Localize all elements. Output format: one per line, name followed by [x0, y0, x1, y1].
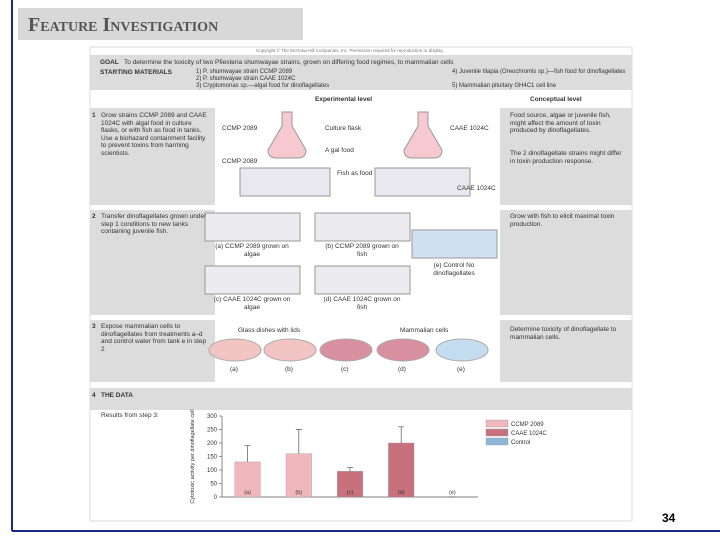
x-tick-label: (c)	[347, 490, 354, 496]
diagram-label: CCMP 2089	[222, 125, 258, 132]
tank	[204, 212, 301, 242]
legend-label: CCMP 2089	[511, 422, 544, 428]
tank	[374, 167, 471, 197]
step-band	[500, 108, 632, 205]
header-box	[18, 8, 303, 40]
step-text: THE DATA	[101, 392, 133, 399]
material-item: 3) Cryptomonas sp.—algal food for dinofl…	[196, 83, 330, 89]
diagram-label: CAAE 1024C	[450, 125, 489, 132]
step-band	[90, 210, 215, 315]
bar	[388, 442, 415, 498]
error-bar	[244, 445, 251, 462]
results-label: Results from step 3:	[101, 412, 159, 419]
diagram-label: (a)	[230, 366, 238, 373]
material-item: 5) Mammalian pituitary GH4C1 cell line	[452, 83, 557, 89]
data-band	[90, 388, 632, 410]
dish	[319, 338, 373, 362]
x-tick-label: (d)	[398, 490, 405, 496]
y-tick-label: 250	[207, 428, 218, 434]
x-tick-label: (e)	[449, 490, 456, 496]
step-text: Grow strains CCMP 2089 and CAAE 1024C wi…	[101, 112, 207, 157]
flask	[267, 111, 307, 159]
step-number: 1	[92, 112, 96, 119]
step-band	[500, 210, 632, 315]
copyright: Copyright © The McGraw-Hill Companies, I…	[256, 48, 444, 53]
bar	[337, 471, 364, 498]
y-tick-label: 50	[210, 482, 217, 488]
x-tick-label: (b)	[295, 490, 302, 496]
concept-text: Grow with fish to elicit maximal toxin p…	[510, 213, 615, 228]
step-band	[90, 320, 215, 382]
material-item: 4) Juvenile tilapia (Oreochromis sp.)—fi…	[452, 69, 626, 75]
dish	[376, 338, 430, 362]
diagram-label: (b)	[285, 366, 293, 373]
concept-text: The 2 dinoflagellate strains might diffe…	[510, 150, 622, 165]
step-text: Transfer dinoflagellates grown under ste…	[101, 213, 207, 235]
tank	[239, 167, 331, 197]
diagram-label: Fish as food	[337, 170, 373, 177]
tank	[314, 212, 411, 242]
diagram-label: (c) CAAE 1024C grown on algae	[213, 296, 291, 311]
goal-band	[90, 55, 632, 90]
bar	[234, 461, 261, 498]
y-tick-label: 150	[207, 455, 218, 461]
dish	[435, 338, 489, 362]
error-bar	[347, 466, 353, 472]
diagram-label: (e) Control No dinoflagellates	[433, 262, 475, 277]
legend-swatch	[485, 419, 509, 428]
diagram-label: (b) CCMP 2089 grown on fish	[325, 243, 399, 258]
tank	[411, 229, 498, 259]
x-tick-label: (a)	[244, 490, 251, 496]
error-bar	[295, 429, 302, 454]
error-bar	[398, 426, 405, 443]
diagram-label: (d)	[398, 366, 406, 373]
concept-text: Determine toxicity of dinoflagellate to …	[510, 326, 617, 341]
dish	[263, 338, 317, 362]
diagram-label: Culture flask	[325, 125, 362, 132]
diagram-label: (d) CAAE 1024C grown on fish	[323, 296, 401, 311]
diagram-label: A gal food	[325, 147, 354, 154]
legend-label: Control	[511, 440, 530, 446]
step-number: 4	[92, 392, 96, 399]
dish	[208, 338, 262, 362]
y-axis-label: Cytotoxic activity per dinoflagellate ce…	[190, 409, 196, 503]
step-band	[90, 108, 215, 205]
goal-text: To determine the toxicity of two Pfieste…	[124, 59, 454, 66]
diagram-label: (c)	[341, 366, 349, 373]
y-tick-label: 200	[207, 441, 218, 447]
step-band	[500, 320, 632, 382]
diagram-label: Mammalian cells	[400, 327, 449, 334]
legend-label: CAAE 1024C	[511, 431, 547, 437]
y-tick-label: 0	[214, 495, 218, 501]
step-number: 3	[92, 323, 96, 330]
materials-label: STARTING MATERIALS	[100, 69, 172, 76]
material-item: 2) P. shumwayae strain CAAE 1024C	[196, 76, 296, 82]
diagram-label: CAAE 1024C	[457, 185, 496, 192]
page-number: 34	[662, 511, 676, 525]
step-number: 2	[92, 213, 96, 220]
diagram-label: Glass dishes with lids	[238, 327, 301, 334]
column-heading: Conceptual level	[530, 96, 582, 103]
flask	[403, 111, 443, 159]
legend-swatch	[485, 428, 509, 437]
column-heading: Experimental level	[315, 96, 373, 103]
diagram-label: CCMP 2089	[222, 158, 258, 165]
step-text: Expose mammalian cells to dinoflagellate…	[101, 323, 207, 353]
material-item: 1) P. shumwayae strain CCMP 2089	[196, 69, 293, 75]
header-title: Feature Investigation	[28, 14, 219, 36]
diagram-label: (e)	[457, 366, 465, 373]
diagram-label: (a) CCMP 2089 grown on algae	[215, 243, 289, 258]
legend-swatch	[485, 437, 509, 446]
y-tick-label: 300	[207, 414, 218, 420]
concept-text: Food source, algae or juvenile fish, mig…	[510, 112, 611, 134]
chart: 0 50 100 150 200 250 300 Cytotoxic activity per…	[190, 409, 547, 503]
bar	[285, 453, 312, 498]
y-tick-label: 100	[207, 468, 218, 474]
tank	[314, 265, 411, 295]
goal-label: GOAL	[100, 59, 119, 66]
tank	[204, 265, 301, 295]
